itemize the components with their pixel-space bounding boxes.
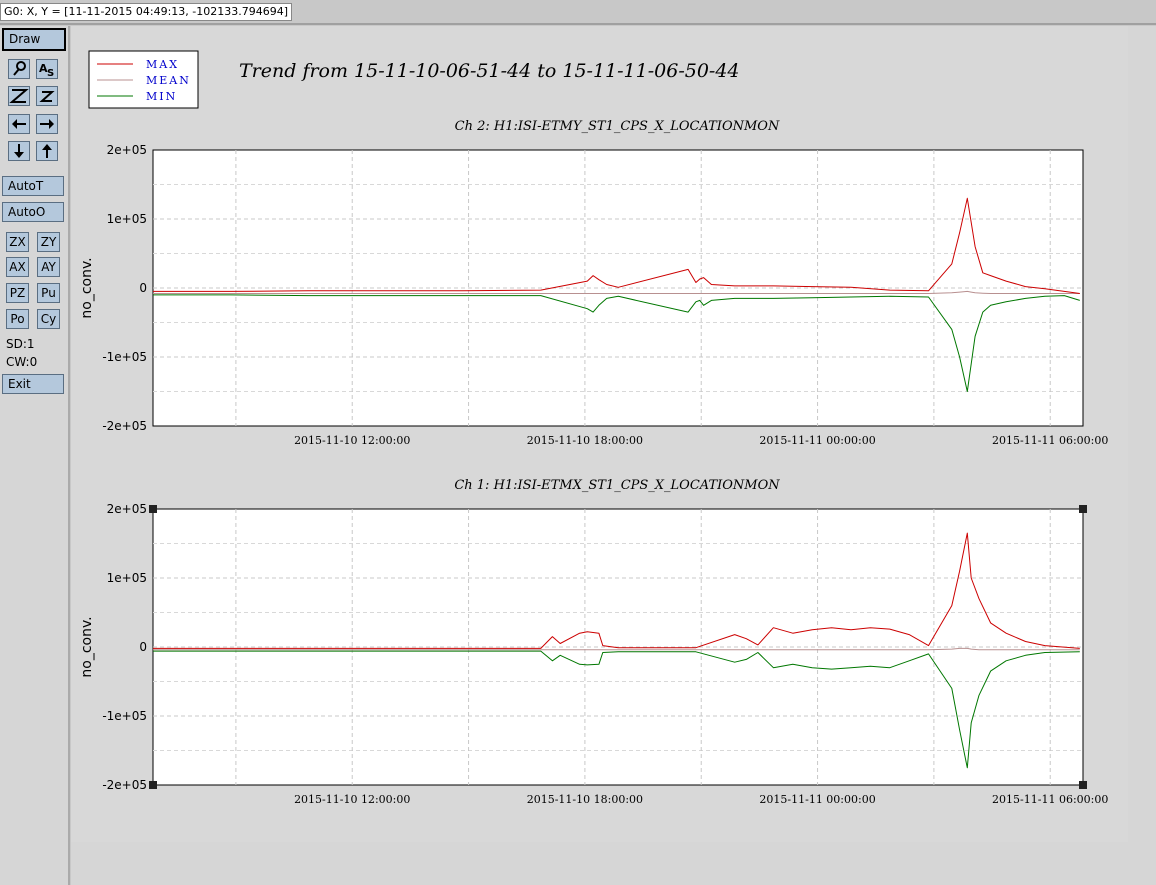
grid-ch1 [153, 509, 1083, 785]
status-bar: G0: X, Y = [11-11-2015 04:49:13, -102133… [0, 3, 292, 21]
y-axis-label-ch1: no_conv. [79, 616, 95, 677]
x-tick-label: 2015-11-10 12:00:00 [294, 434, 410, 447]
plot-ch2: Ch 2: H1:ISI-ETMY_ST1_CPS_X_LOCATIONMON … [79, 119, 1108, 447]
x-tick-label: 2015-11-11 06:00:00 [992, 793, 1108, 806]
series-line-mean [153, 290, 1080, 294]
y-ticks-ch2: 2e+05 1e+05 0 -1e+05 -2e+05 [102, 143, 147, 433]
arrow-down-icon [14, 144, 24, 158]
series-ch2 [153, 197, 1080, 392]
pan-up-button[interactable] [36, 141, 58, 161]
y-tick-label: 2e+05 [107, 502, 147, 516]
x-tick-label: 2015-11-11 00:00:00 [759, 434, 875, 447]
legend: MAX MEAN MIN [88, 50, 199, 109]
pz-button[interactable]: PZ [6, 283, 29, 303]
exit-button[interactable]: Exit [2, 374, 64, 394]
legend-label-mean: MEAN [146, 74, 191, 87]
z-large-icon [9, 89, 29, 103]
z-small-icon [39, 91, 55, 102]
autot-button[interactable]: AutoT [2, 176, 64, 196]
ay-button[interactable]: AY [37, 257, 60, 277]
pu-button[interactable]: Pu [37, 283, 60, 303]
arrow-up-icon [42, 144, 52, 158]
y-tick-label: 2e+05 [107, 143, 147, 157]
zoom-large-button[interactable] [8, 86, 30, 106]
cy-button[interactable]: Cy [37, 309, 60, 329]
y-tick-label: 1e+05 [107, 212, 147, 226]
arrow-right-icon [40, 119, 54, 129]
magnifier-icon [13, 61, 26, 76]
y-axis-label-ch2: no_conv. [79, 257, 95, 318]
legend-label-min: MIN [146, 90, 177, 103]
zy-button[interactable]: ZY [37, 232, 60, 252]
y-tick-label: -2e+05 [102, 419, 147, 433]
ax-button[interactable]: AX [6, 257, 29, 277]
trend-title: Trend from 15-11-10-06-51-44 to 15-11-11… [239, 60, 740, 82]
y-tick-label: -1e+05 [102, 709, 147, 723]
zoom-tool-button[interactable] [8, 59, 30, 79]
y-tick-label: -2e+05 [102, 778, 147, 792]
plot-title-ch1: Ch 1: H1:ISI-ETMX_ST1_CPS_X_LOCATIONMON [454, 478, 780, 493]
pan-left-button[interactable] [8, 114, 30, 134]
plot-title-ch2: Ch 2: H1:ISI-ETMY_ST1_CPS_X_LOCATIONMON [455, 119, 780, 134]
selection-handle-tl[interactable] [149, 505, 157, 513]
po-button[interactable]: Po [6, 309, 29, 329]
y-tick-label: 0 [139, 640, 147, 654]
y-tick-label: -1e+05 [102, 350, 147, 364]
series-line-max [153, 197, 1080, 294]
zx-button[interactable]: ZX [6, 232, 29, 252]
draw-button[interactable]: Draw [2, 28, 66, 51]
legend-label-max: MAX [146, 58, 179, 71]
x-tick-label: 2015-11-11 00:00:00 [759, 793, 875, 806]
x-tick-label: 2015-11-10 18:00:00 [527, 793, 643, 806]
status-divider [0, 23, 1156, 25]
x-ticks-ch2: 2015-11-10 12:00:00 2015-11-10 18:00:00 20… [294, 434, 1108, 447]
y-tick-label: 1e+05 [107, 571, 147, 585]
svg-text:A: A [39, 62, 48, 75]
series-ch1 [153, 532, 1080, 769]
selection-handle-bl[interactable] [149, 781, 157, 789]
grid-ch2 [153, 150, 1083, 426]
selection-handle-br[interactable] [1079, 781, 1087, 789]
cw-label: CW:0 [6, 355, 38, 369]
x-tick-label: 2015-11-10 12:00:00 [294, 793, 410, 806]
plot-ch1: Ch 1: H1:ISI-ETMX_ST1_CPS_X_LOCATIONMON … [79, 478, 1108, 806]
series-line-max [153, 532, 1080, 649]
y-ticks-ch1: 2e+05 1e+05 0 -1e+05 -2e+05 [102, 502, 147, 792]
series-line-mean [153, 647, 1080, 651]
sd-label: SD:1 [6, 337, 35, 351]
autoo-button[interactable]: AutoO [2, 202, 64, 222]
arrow-left-icon [12, 119, 26, 129]
pan-right-button[interactable] [36, 114, 58, 134]
series-line-min [153, 294, 1080, 392]
pan-down-button[interactable] [8, 141, 30, 161]
x-ticks-ch1: 2015-11-10 12:00:00 2015-11-10 18:00:00 20… [294, 793, 1108, 806]
y-tick-label: 0 [139, 281, 147, 295]
toolbar-edge [68, 26, 70, 885]
x-tick-label: 2015-11-11 06:00:00 [992, 434, 1108, 447]
selection-handle-tr[interactable] [1079, 505, 1087, 513]
zoom-small-button[interactable] [36, 86, 58, 106]
series-line-min [153, 650, 1080, 769]
x-tick-label: 2015-11-10 18:00:00 [527, 434, 643, 447]
svg-text:S: S [47, 68, 54, 78]
